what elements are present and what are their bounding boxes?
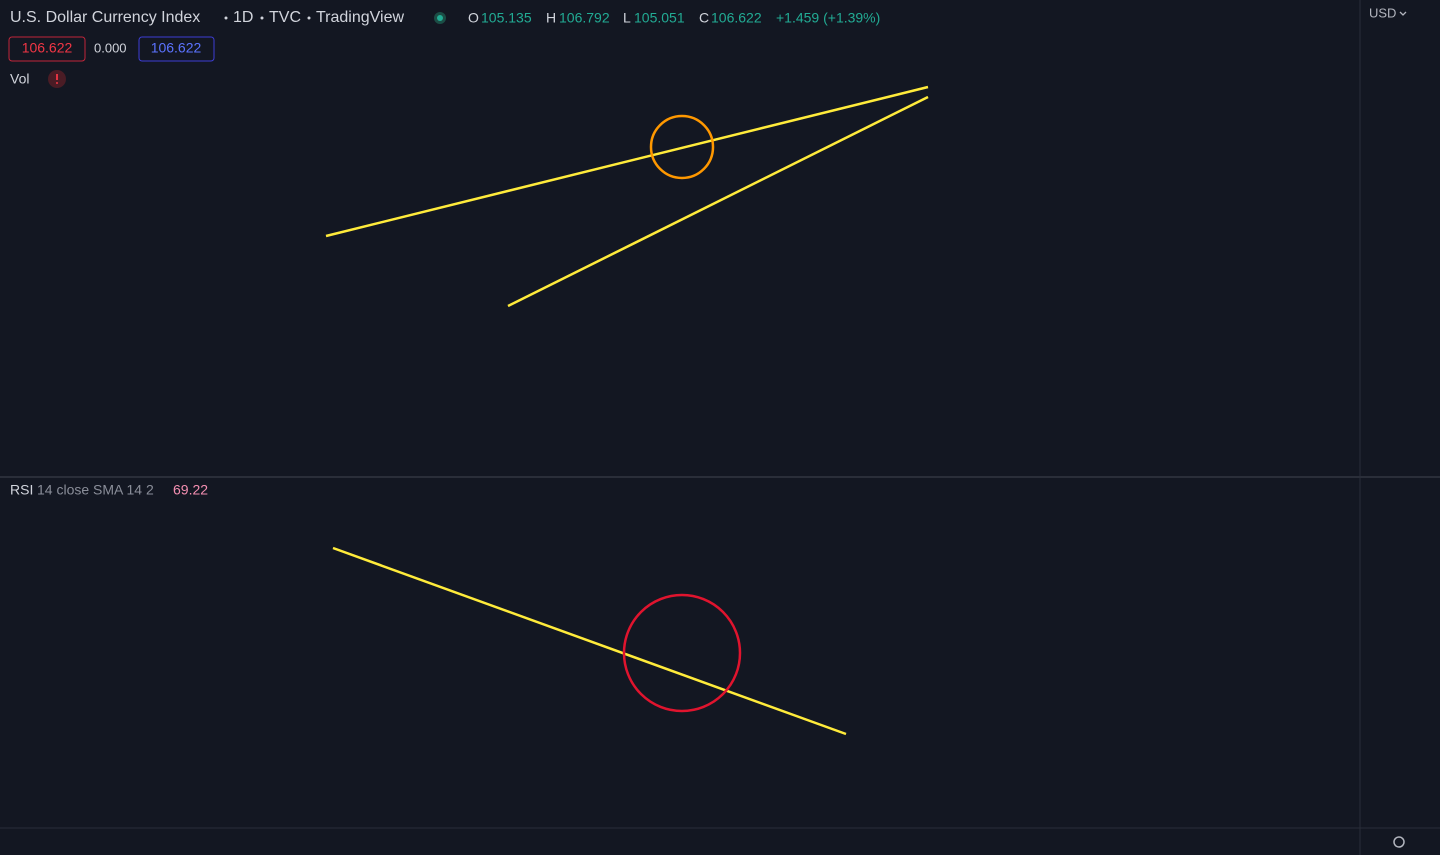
settings-icon[interactable] [1393, 836, 1405, 848]
separator [224, 16, 228, 20]
separator [307, 16, 311, 20]
ohlc-label: L [623, 10, 631, 26]
lower-trendline [507, 95, 929, 308]
price-drawings [325, 85, 929, 308]
market-status-dot [437, 15, 443, 21]
interval[interactable]: 1D [233, 9, 253, 26]
rsi-highlight-circle [622, 593, 742, 713]
indicator-box[interactable] [138, 36, 215, 62]
indicator-value: 0.000 [94, 40, 127, 55]
source: TVC [269, 9, 301, 26]
warning-mark [56, 82, 58, 84]
platform: TradingView [316, 9, 404, 26]
rsi-title[interactable]: RSI [10, 482, 33, 498]
volume-label[interactable]: Vol [10, 71, 29, 87]
indicator-value: 106.622 [22, 40, 73, 56]
currency-caret [1399, 11, 1407, 16]
indicator-box[interactable] [8, 36, 86, 62]
indicator-value: 106.622 [151, 40, 202, 56]
rsi-value: 69.22 [173, 482, 208, 498]
ohlc-value: 106.622 [711, 10, 762, 26]
rsi-params: 14 close SMA 14 2 [37, 482, 154, 498]
ohlc-value: 105.135 [481, 10, 532, 26]
upper-trendline [325, 85, 929, 238]
ohlc-label: C [699, 10, 709, 26]
separator [260, 16, 264, 20]
change: +1.459 (+1.39%) [776, 10, 880, 26]
ohlc-value: 106.792 [559, 10, 610, 26]
rsi-trendline [332, 546, 847, 736]
header: U.S. Dollar Currency Index 1D TVC Tradin… [8, 5, 1407, 848]
ohlc-value: 105.051 [634, 10, 685, 26]
currency[interactable]: USD [1369, 5, 1396, 20]
symbol-title[interactable]: U.S. Dollar Currency Index [10, 9, 200, 26]
highlight-circle [649, 114, 715, 180]
rsi-drawings [332, 546, 847, 736]
ohlc-label: O [468, 10, 479, 26]
ohlc-label: H [546, 10, 556, 26]
